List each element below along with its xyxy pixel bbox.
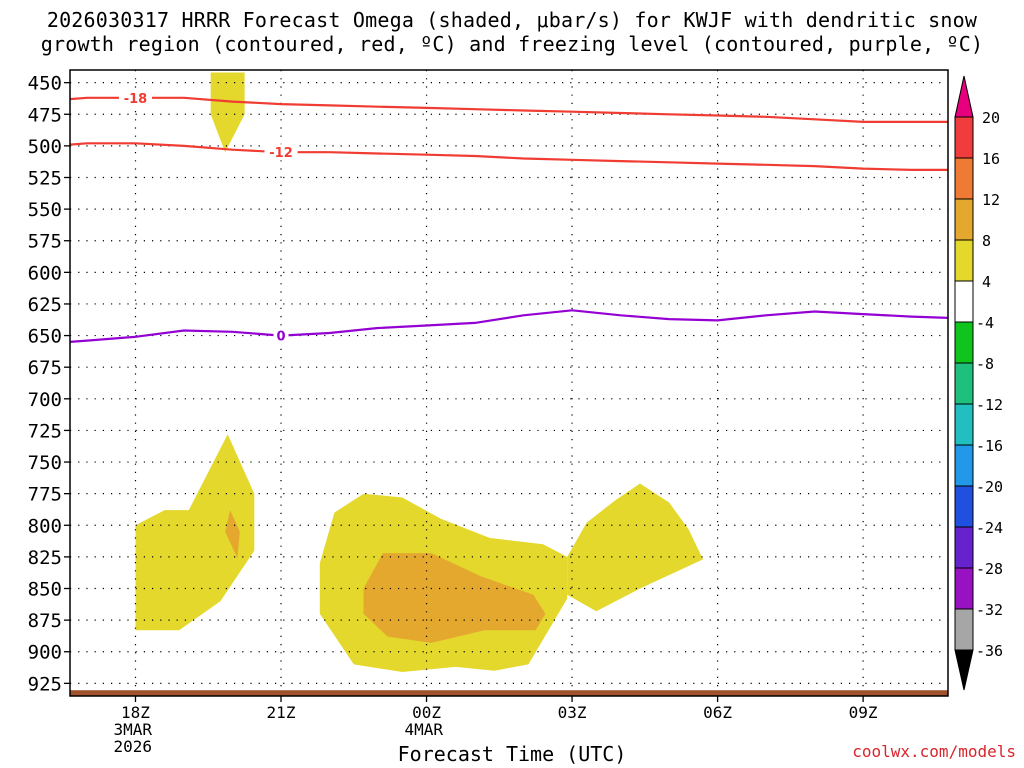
- y-tick-label-875: 875: [28, 610, 62, 632]
- contour-layer: -18 -12 0: [69, 89, 949, 345]
- colorbar-segment-7: [954, 362, 974, 405]
- y-tick-label-925: 925: [28, 673, 62, 695]
- x-tick-label-00Z-0: 00Z: [412, 703, 441, 722]
- colorbar-segment-6: [954, 321, 974, 364]
- colorbar-label-13: -32: [976, 601, 1003, 619]
- colorbar-segment-8: [954, 403, 974, 446]
- colorbar-segment-11: [954, 526, 974, 569]
- colorbar-label-6: -4: [976, 314, 994, 332]
- contour-label-3: 0: [276, 330, 285, 345]
- colorbar-label-5: 4: [982, 273, 991, 291]
- omega-region-3: [225, 510, 240, 559]
- y-tick-label-725: 725: [28, 420, 62, 442]
- colorbar-label-8: -12: [976, 396, 1003, 414]
- x-axis-title: Forecast Time (UTC): [397, 742, 627, 766]
- colorbar-segment-9: [954, 444, 974, 487]
- contour-label-bg-2: [264, 144, 298, 161]
- y-tick-label-550: 550: [28, 199, 62, 221]
- colorbar-label-11: -24: [976, 519, 1003, 537]
- colorbar-label-9: -16: [976, 437, 1003, 455]
- y-tick-label-775: 775: [28, 484, 62, 506]
- contour-label-bg-1: [118, 89, 152, 106]
- x-tick-label-06Z-0: 06Z: [703, 703, 732, 722]
- y-tick-label-600: 600: [28, 262, 62, 284]
- y-tick-label-675: 675: [28, 357, 62, 379]
- y-tick-label-900: 900: [28, 642, 62, 664]
- omega-region-6: [567, 483, 703, 612]
- colorbar-label-12: -28: [976, 560, 1003, 578]
- plot-frame: [69, 69, 949, 697]
- colorbar-label-14: -36: [976, 642, 1003, 660]
- colorbar-label-2: 16: [982, 150, 1000, 168]
- axis-layer: 450 475 500 525 550 575 600 625 650 675 700 725 750 7…: [28, 69, 949, 756]
- colorbar: 20 16 12 8 4 -4 -8 -12 -16 -20 -24 -28 -32 -36: [954, 75, 1003, 691]
- y-tick-label-825: 825: [28, 547, 62, 569]
- colorbar-label-10: -20: [976, 478, 1003, 496]
- contour-line-3: [69, 309, 949, 343]
- colorbar-segment-1: [954, 116, 974, 159]
- x-tick-label-00Z-1: 4MAR: [405, 720, 444, 739]
- y-tick-label-475: 475: [28, 104, 62, 126]
- colorbar-top-arrow: [954, 75, 974, 118]
- contour-line-1: [69, 96, 948, 123]
- y-tick-label-700: 700: [28, 389, 62, 411]
- y-tick-label-525: 525: [28, 167, 62, 189]
- contour-label-2: -12: [269, 146, 293, 161]
- colorbar-label-1: 20: [982, 109, 1000, 127]
- colorbar-label-3: 12: [982, 191, 1000, 209]
- x-tick-label-18Z-2: 2026: [113, 737, 152, 756]
- y-tick-label-575: 575: [28, 231, 62, 253]
- colorbar-bottom-arrow: [954, 649, 974, 691]
- x-tick-label-21Z-0: 21Z: [267, 703, 296, 722]
- contour-line-2: [69, 142, 948, 171]
- x-tick-label-09Z-0: 09Z: [849, 703, 878, 722]
- y-tick-label-625: 625: [28, 294, 62, 316]
- colorbar-segment-12: [954, 567, 974, 610]
- site-credit: coolwx.com/models: [852, 742, 1016, 761]
- colorbar-label-4: 8: [982, 232, 991, 250]
- colorbar-segment-3: [954, 198, 974, 241]
- chart-title-line-1: 2026030317 HRRR Forecast Omega (shaded, …: [46, 8, 978, 32]
- colorbar-label-7: -8: [976, 355, 994, 373]
- omega-region-5: [363, 553, 546, 643]
- x-tick-label-03Z-0: 03Z: [558, 703, 587, 722]
- y-tick-label-800: 800: [28, 515, 62, 537]
- y-tick-label-500: 500: [28, 136, 62, 158]
- y-tick-label-850: 850: [28, 579, 62, 601]
- x-tick-label-18Z-0: 18Z: [121, 703, 150, 722]
- omega-region-1: [210, 72, 245, 153]
- y-tick-label-750: 750: [28, 452, 62, 474]
- omega-shading-layer: [135, 72, 703, 672]
- chart-title-line-2: growth region (contoured, red, ºC) and f…: [40, 32, 984, 56]
- contour-label-1: -18: [124, 92, 148, 107]
- omega-region-2: [135, 434, 255, 631]
- colorbar-segment-4: [954, 239, 974, 282]
- colorbar-segment-2: [954, 157, 974, 200]
- colorbar-segment-5: [954, 280, 974, 323]
- y-tick-label-450: 450: [28, 73, 62, 95]
- colorbar-segment-13: [954, 608, 974, 651]
- y-tick-label-650: 650: [28, 326, 62, 348]
- contour-label-bg-3: [273, 327, 289, 344]
- colorbar-segment-10: [954, 485, 974, 528]
- ground-layer: [70, 690, 948, 696]
- x-tick-label-18Z-1: 3MAR: [113, 720, 152, 739]
- ground-surface: [70, 690, 948, 696]
